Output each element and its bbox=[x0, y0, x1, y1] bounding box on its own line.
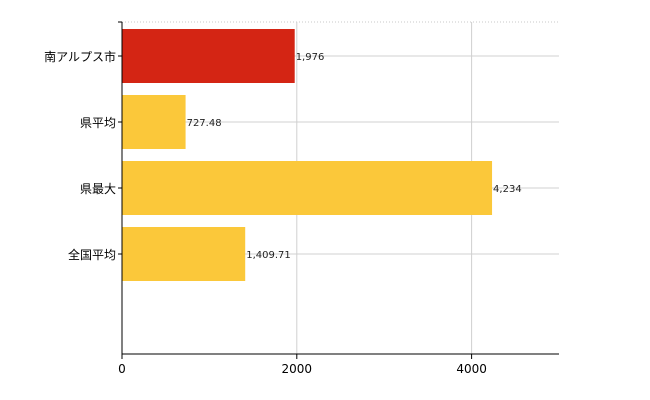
bar-3 bbox=[122, 227, 246, 281]
bar-0 bbox=[122, 29, 295, 83]
data-label-3: 1,409.71 bbox=[246, 250, 291, 261]
y-tick-label-1: 県平均 bbox=[80, 116, 116, 130]
y-tick-label-3: 全国平均 bbox=[68, 247, 116, 262]
data-label-0: 1,976 bbox=[296, 52, 325, 63]
y-tick-label-0: 南アルプス市 bbox=[44, 49, 116, 64]
x-tick-label-0: 0 bbox=[118, 362, 126, 376]
data-label-2: 4,234 bbox=[493, 184, 522, 195]
x-tick-label-2000: 2000 bbox=[282, 362, 313, 376]
labels-layer: 1,976 南アルプス市 727.48 県平均 4,234 県最大 1,409.71 全国平均… bbox=[44, 49, 522, 376]
axes-layer bbox=[118, 21, 559, 359]
bar-1 bbox=[122, 95, 186, 149]
bars-layer bbox=[122, 29, 493, 281]
x-tick-label-4000: 4000 bbox=[456, 362, 487, 376]
data-label-1: 727.48 bbox=[187, 118, 222, 129]
bar-2 bbox=[122, 161, 493, 215]
y-tick-label-2: 県最大 bbox=[80, 182, 116, 196]
